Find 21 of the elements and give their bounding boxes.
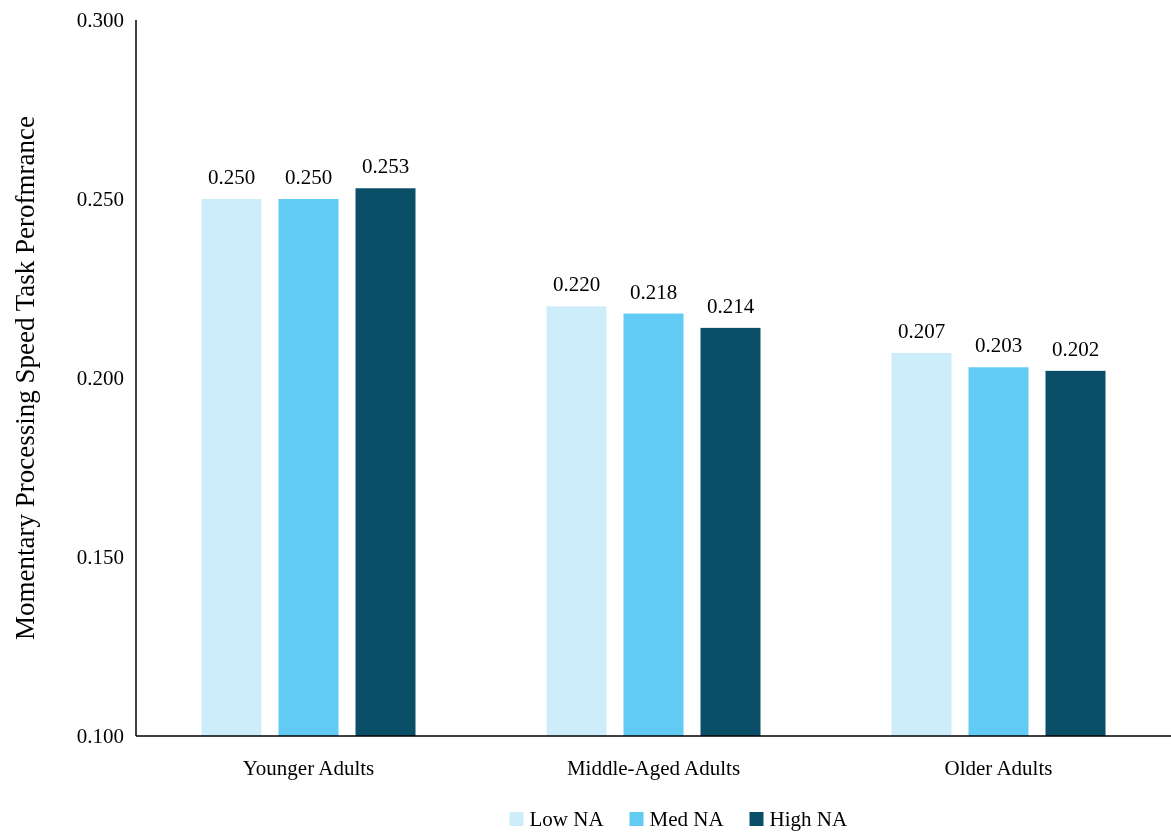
- data-label: 0.250: [284, 165, 333, 189]
- data-label: 0.207: [897, 318, 946, 343]
- legend-label: High NA: [769, 807, 848, 832]
- x-tick-label: Older Adults: [944, 756, 1053, 780]
- y-tick-label: 0.250: [76, 187, 124, 212]
- data-label: 0.253: [361, 154, 410, 179]
- y-tick-label: 0.100: [76, 724, 124, 749]
- x-tick-label: Middle-Aged Adults: [566, 756, 741, 780]
- y-tick-label: 0.200: [76, 366, 124, 391]
- data-label: 0.250: [207, 165, 256, 189]
- y-tick-label: 0.300: [76, 8, 124, 33]
- data-label: 0.214: [706, 293, 755, 318]
- data-label: 0.203: [974, 333, 1023, 358]
- y-tick-label: 0.150: [76, 545, 124, 570]
- data-label: 0.220: [552, 272, 601, 297]
- x-tick-label: Younger Adults: [242, 756, 375, 780]
- data-label: 0.218: [629, 279, 678, 304]
- data-label: 0.202: [1051, 336, 1100, 361]
- legend-label: Low NA: [529, 807, 605, 832]
- y-axis-title: Momentary Processing Speed Task Perofmrance: [10, 115, 40, 640]
- legend-label: Med NA: [649, 807, 725, 832]
